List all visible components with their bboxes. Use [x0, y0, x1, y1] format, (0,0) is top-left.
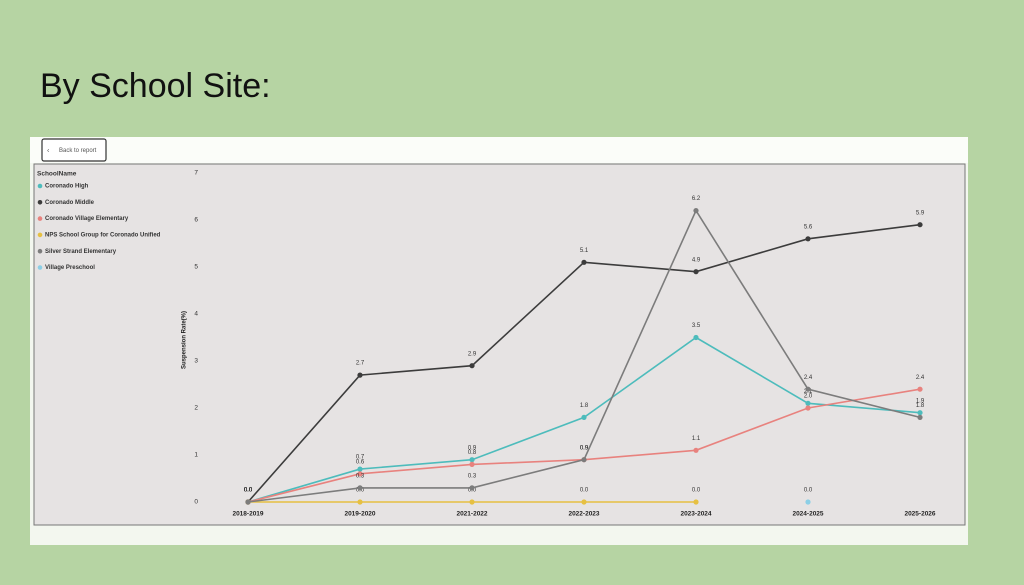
data-point	[581, 457, 587, 463]
legend-label: Coronado Village Elementary	[45, 216, 129, 222]
data-point	[693, 499, 699, 505]
x-tick-label: 2018-2019	[232, 511, 263, 518]
data-label: 0.6	[356, 459, 365, 465]
data-point	[917, 410, 923, 416]
data-point	[805, 400, 811, 406]
back-button[interactable]	[41, 138, 107, 162]
back-button-label[interactable]: Back to report	[59, 148, 97, 154]
data-label: 0.0	[244, 488, 253, 494]
data-label: 0.0	[692, 488, 701, 494]
legend-marker	[37, 265, 43, 270]
data-point	[357, 466, 363, 472]
y-axis-title: Suspension Rate(%)	[182, 311, 188, 369]
data-label: 0.0	[356, 488, 365, 494]
data-point	[357, 499, 363, 505]
legend-label: NPS School Group for Coronado Unified	[45, 232, 161, 238]
legend-marker	[37, 248, 43, 254]
data-label: 0.0	[580, 488, 589, 494]
y-tick-label: 4	[194, 311, 198, 318]
data-label: 0.0	[244, 488, 253, 494]
x-tick-label: 2025-2026	[904, 511, 935, 518]
legend-title: SchoolName	[37, 171, 77, 178]
data-label: 1.8	[916, 403, 925, 409]
data-point	[917, 414, 923, 420]
data-label: 2.1	[804, 389, 813, 395]
back-icon: ‹	[47, 147, 50, 154]
data-point	[469, 485, 475, 491]
data-point	[357, 485, 363, 491]
data-point	[357, 471, 363, 477]
data-label: 4.9	[692, 257, 701, 263]
data-label: 0.3	[468, 473, 477, 479]
y-tick-label: 7	[194, 170, 198, 177]
data-point	[581, 414, 587, 420]
legend-marker	[37, 232, 43, 238]
legend-marker	[37, 216, 43, 221]
data-label: 5.6	[804, 224, 813, 230]
data-label: 0.9	[580, 445, 589, 451]
data-label: 0.0	[244, 488, 253, 494]
y-tick-label: 1	[194, 452, 198, 459]
data-label: 3.5	[692, 323, 701, 329]
data-point	[805, 386, 811, 392]
data-label: 6.2	[692, 196, 701, 202]
y-tick-label: 3	[194, 358, 198, 365]
legend-marker	[37, 200, 43, 205]
data-label: 2.4	[916, 375, 925, 381]
data-label: 0.3	[356, 473, 365, 479]
data-point	[469, 499, 475, 505]
data-label: 5.1	[580, 248, 589, 254]
data-label: 1.8	[580, 403, 589, 409]
legend-label: Village Preschool	[45, 265, 95, 271]
data-point	[805, 499, 811, 505]
x-tick-label: 2024-2025	[792, 511, 823, 518]
legend-marker	[37, 183, 43, 189]
data-label: 1.1	[692, 436, 701, 442]
data-point	[469, 461, 475, 467]
data-label: 0.9	[580, 445, 589, 451]
data-point	[693, 334, 699, 341]
data-point	[805, 405, 811, 411]
legend-label: Coronado High	[45, 184, 89, 190]
data-point	[693, 447, 699, 453]
slide-title: By School Site:	[40, 67, 271, 105]
legend-label: Silver Strand Elementary	[45, 249, 117, 255]
data-point	[581, 259, 587, 265]
data-point	[917, 386, 923, 392]
data-label: 0.0	[244, 488, 253, 494]
data-point	[469, 457, 475, 463]
data-point	[581, 499, 587, 505]
x-tick-label: 2022-2023	[568, 511, 599, 518]
x-tick-label: 2021-2022	[456, 511, 487, 518]
data-label: 0.9	[468, 445, 477, 451]
data-point	[693, 208, 699, 214]
data-label: 0.0	[804, 488, 813, 494]
y-tick-label: 5	[194, 264, 198, 271]
x-tick-label: 2023-2024	[680, 511, 711, 518]
y-tick-label: 6	[194, 217, 198, 224]
data-label: 0.0	[468, 488, 477, 494]
data-label: 0.7	[356, 455, 365, 461]
data-label: 1.9	[916, 398, 925, 404]
legend-label: Coronado Middle	[45, 200, 95, 206]
data-label: 2.7	[356, 361, 365, 367]
data-point	[693, 269, 699, 275]
data-label: 0.8	[468, 450, 477, 456]
data-label: 2.9	[468, 351, 477, 357]
x-tick-label: 2019-2020	[344, 511, 375, 518]
y-tick-label: 0	[194, 499, 198, 506]
data-point	[805, 236, 811, 242]
data-label: 5.9	[916, 210, 925, 216]
y-tick-label: 2	[194, 405, 198, 412]
data-point	[917, 222, 923, 228]
report-toolbar	[30, 137, 968, 163]
data-label: 0.0	[244, 488, 253, 494]
data-point	[245, 499, 251, 505]
data-point	[357, 372, 363, 378]
data-label: 2.4	[804, 375, 813, 381]
data-label: 2.0	[804, 394, 813, 400]
data-point	[469, 363, 475, 369]
chart-area	[33, 163, 966, 526]
